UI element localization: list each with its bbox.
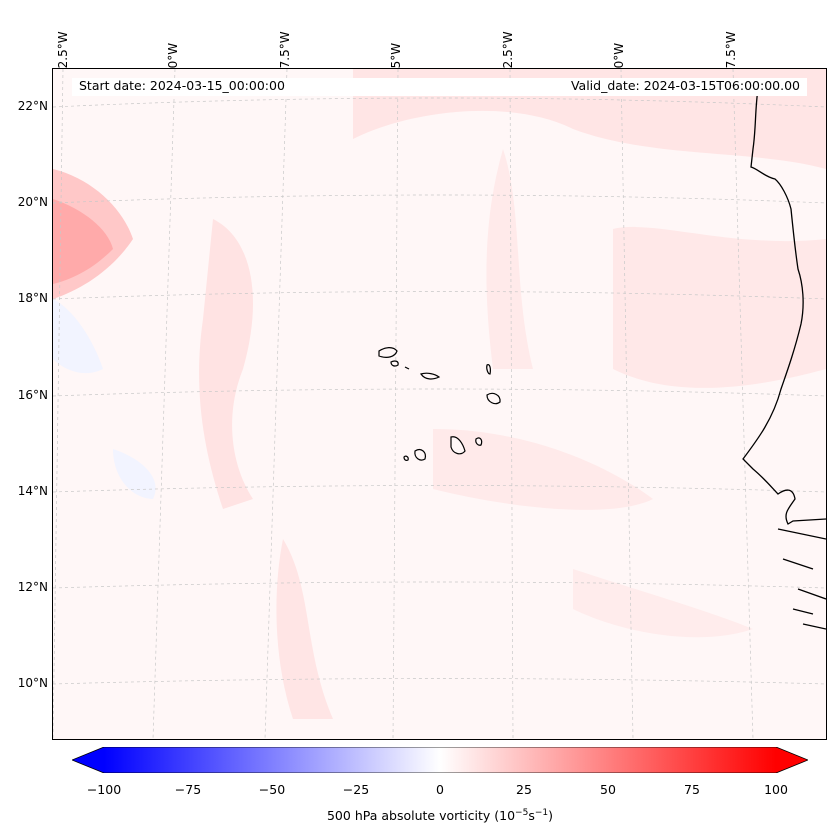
lat-label-18n: 18°N [17,291,48,305]
lat-label-14n: 14°N [17,484,48,498]
cape-verde-islands [378,347,501,461]
map-frame [52,68,827,740]
colorbar-tick-75: 75 [684,782,700,797]
colorbar-title: 500 hPa absolute vorticity (10−5s−1) [326,808,553,824]
shade-mid-3 [486,149,533,369]
lat-label-22n: 22°N [17,99,48,113]
colorbar-gradient [104,747,776,773]
shade-strong-nw-core [53,199,113,284]
island-boa-vista [486,392,501,405]
graticule [53,69,826,739]
island-fogo [414,448,426,461]
colorbar [72,747,808,773]
valid-date-label: Valid_date: 2024-03-15T06:00:00.00 [570,78,800,93]
vorticity-shading [53,69,826,719]
island-brava [403,455,409,461]
colorbar-extend-min [72,747,104,773]
island-sao-nicolau [420,372,441,380]
colorbar-tick-25: 25 [516,782,532,797]
coastline [742,88,826,630]
start-date-label: Start date: 2024-03-15_00:00:00 [79,78,285,93]
shade-blue-1 [53,299,103,374]
shade-band-east [613,226,826,388]
island-santiago [450,436,466,455]
island-sao-vicente [390,360,399,367]
lat-label-20n: 20°N [17,195,48,209]
lat-label-16n: 16°N [17,388,48,402]
lat-label-10n: 10°N [17,676,48,690]
colorbar-tick-neg25: −25 [342,782,370,797]
shade-mid-4 [276,539,333,719]
shade-mid-2 [433,429,653,510]
colorbar-tick-50: 50 [600,782,616,797]
colorbar-tick-0: 0 [436,782,444,797]
vorticity-map [53,69,826,739]
island-santa-luzia [404,366,410,370]
shade-blue-2 [113,449,156,499]
colorbar-tick-100: 100 [764,782,788,797]
shade-mid-5 [573,569,753,638]
island-maio [475,437,483,446]
colorbar-tick-neg75: −75 [174,782,202,797]
island-santo-antao [378,347,398,358]
lat-label-12n: 12°N [17,580,48,594]
colorbar-extend-max [776,747,808,773]
coast-south [777,528,826,630]
date-info-bar [72,78,807,96]
shade-mid-1 [199,219,253,509]
colorbar-tick-neg50: −50 [258,782,286,797]
coast-mainland [742,88,826,525]
colorbar-tick-neg100: −100 [86,782,122,797]
island-sal [486,364,491,375]
